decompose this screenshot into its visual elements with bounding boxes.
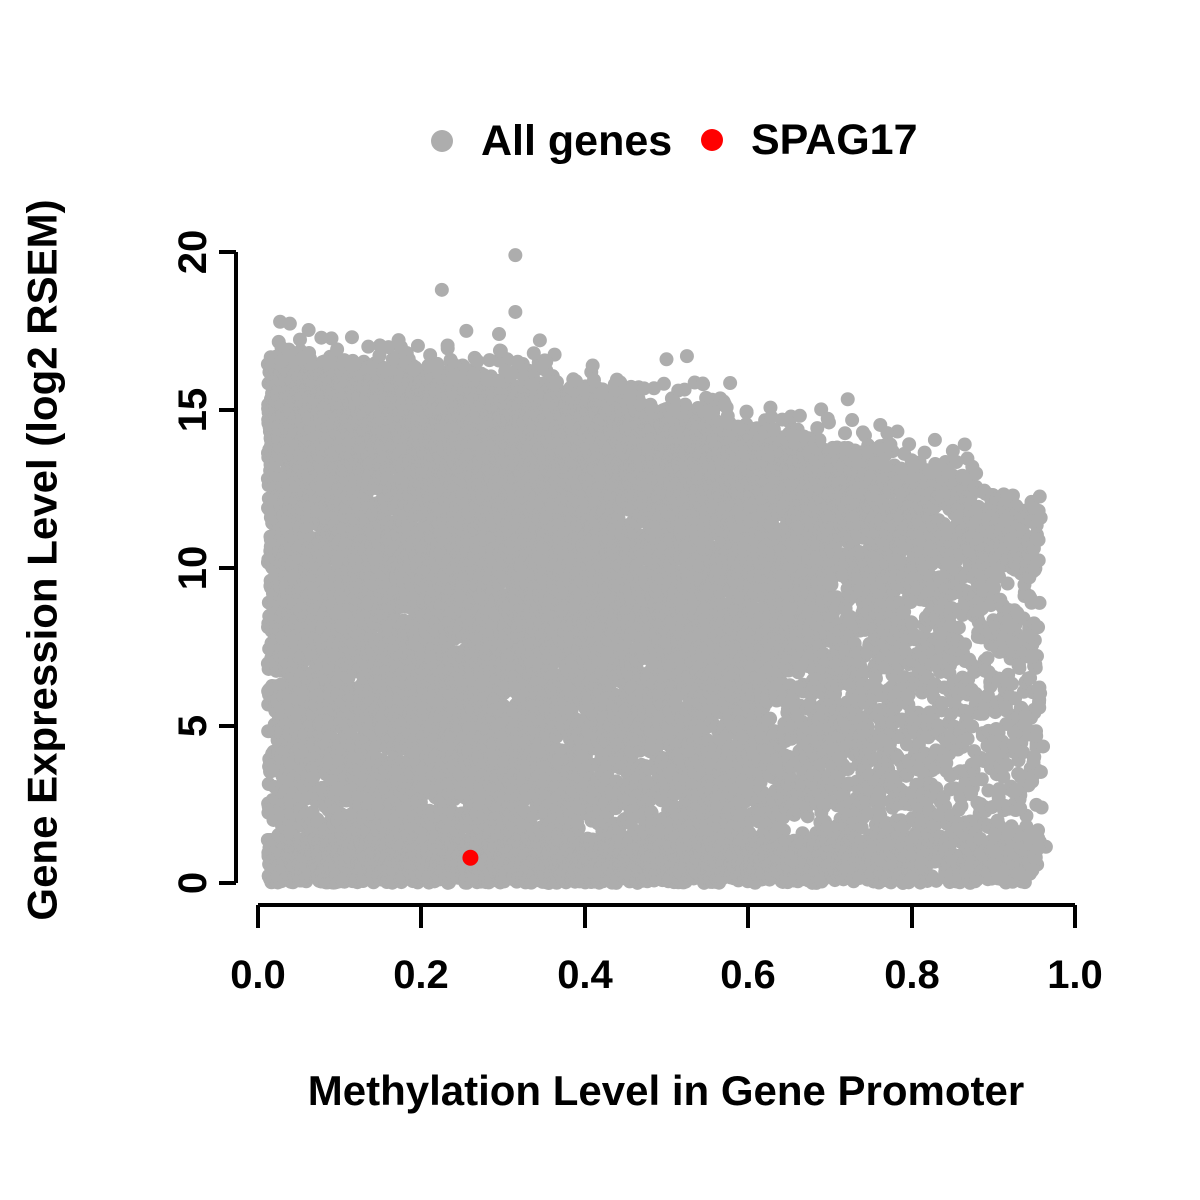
y-axis: 20 15 10 5 0 Gene Expression Level (log2… xyxy=(19,199,238,921)
legend-marker-spag17-icon xyxy=(701,129,723,151)
y-tick-label-10: 10 xyxy=(171,546,215,591)
legend-label-all-genes: All genes xyxy=(481,117,672,165)
x-axis: 0.0 0.2 0.4 0.6 0.8 1.0 Methylation Leve… xyxy=(230,903,1103,1114)
y-tick-label-20: 20 xyxy=(171,230,215,275)
x-tick-label-0.0: 0.0 xyxy=(230,953,286,997)
x-tick-label-0.8: 0.8 xyxy=(884,953,940,997)
x-tick-label-0.4: 0.4 xyxy=(557,953,613,997)
x-tick-label-1.0: 1.0 xyxy=(1047,953,1103,997)
y-tick-label-15: 15 xyxy=(171,388,215,433)
x-axis-title: Methylation Level in Gene Promoter xyxy=(308,1067,1024,1114)
scatter-points-all-genes xyxy=(260,248,1053,890)
y-tick-label-5: 5 xyxy=(171,715,215,737)
scatter-points-spag17 xyxy=(462,849,479,866)
legend: All genes SPAG17 xyxy=(431,116,918,165)
x-tick-label-0.6: 0.6 xyxy=(720,953,776,997)
y-axis-title: Gene Expression Level (log2 RSEM) xyxy=(19,199,66,920)
legend-marker-all-genes-icon xyxy=(431,130,453,152)
legend-label-spag17: SPAG17 xyxy=(751,116,918,164)
x-tick-label-0.2: 0.2 xyxy=(393,953,449,997)
y-tick-label-0: 0 xyxy=(171,872,215,894)
